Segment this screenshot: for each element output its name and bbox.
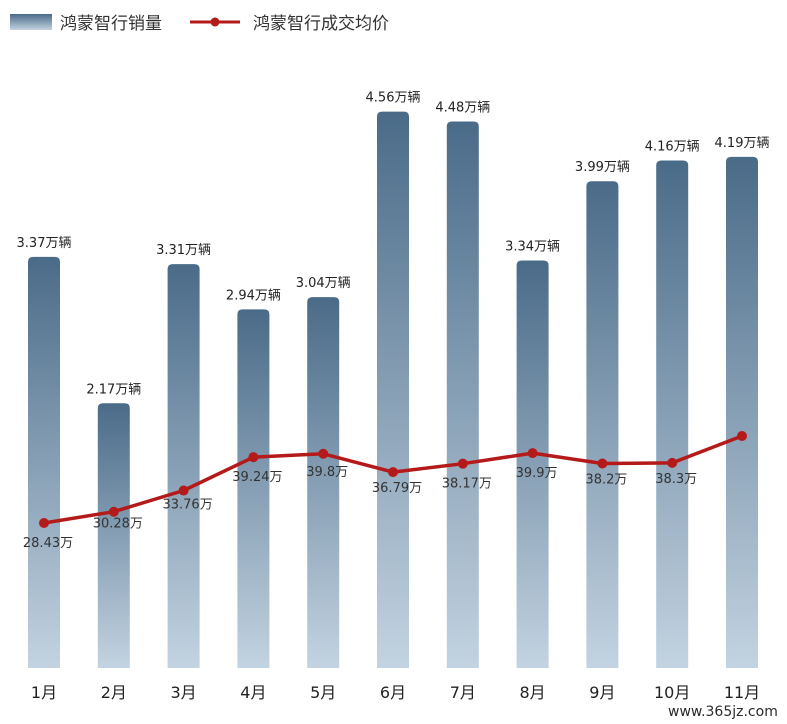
price-point-9	[597, 458, 608, 469]
bar-8	[516, 260, 549, 668]
watermark: www.365jz.com	[668, 704, 778, 720]
bar-11	[726, 156, 758, 668]
bar-4	[237, 309, 270, 668]
bar-value-label-1: 3.37万辆	[17, 236, 72, 251]
legend-line-label: 鸿蒙智行成交均价	[253, 14, 389, 34]
price-label-9: 38.2万	[585, 473, 627, 488]
legend-bar-swatch	[10, 14, 52, 30]
price-point-4	[248, 452, 259, 463]
price-point-10	[667, 457, 678, 468]
x-axis: 1月 2月 3月 4月 5月 6月 7月 8月 9月 10月 11月	[31, 683, 760, 702]
bar-value-label-3: 3.31万辆	[156, 243, 211, 258]
price-label-5: 39.8万	[306, 465, 348, 480]
x-tick-4: 4月	[240, 683, 266, 702]
price-label-8: 39.9万	[516, 466, 558, 481]
price-point-7	[457, 458, 468, 469]
price-point-6	[388, 467, 398, 478]
bar-value-label-11: 4.19万辆	[715, 136, 770, 151]
price-point-5	[318, 448, 329, 459]
labels-layer: 3.37万辆 2.17万辆 3.31万辆 2.94万辆 3.04万辆 4.56万辆 4.48…	[17, 91, 770, 551]
bar-value-label-7: 4.48万辆	[435, 100, 490, 115]
bar-3	[167, 264, 200, 668]
price-label-3: 33.76万	[162, 498, 212, 513]
x-tick-9: 9月	[589, 683, 615, 702]
x-tick-2: 2月	[101, 683, 127, 702]
x-tick-3: 3月	[171, 683, 197, 702]
bar-value-label-6: 4.56万辆	[366, 91, 421, 106]
price-point-8	[527, 448, 538, 459]
bars-layer	[28, 111, 758, 669]
x-tick-1: 1月	[31, 683, 57, 702]
bar-value-label-9: 3.99万辆	[575, 160, 630, 175]
price-point-1	[39, 518, 49, 528]
bar-1	[28, 256, 60, 668]
legend-bar-label: 鸿蒙智行销量	[60, 14, 162, 34]
bar-7	[446, 121, 479, 668]
x-tick-7: 7月	[450, 683, 476, 702]
x-tick-10: 10月	[654, 683, 690, 702]
bar-value-label-8: 3.34万辆	[505, 240, 560, 255]
bar-value-label-10: 4.16万辆	[645, 139, 700, 154]
x-tick-11: 11月	[724, 683, 760, 702]
price-label-6: 36.79万	[372, 481, 422, 496]
price-label-2: 30.28万	[93, 517, 143, 532]
bar-9	[586, 181, 619, 668]
bar-6	[377, 111, 409, 669]
legend-line-marker	[210, 17, 220, 27]
x-tick-6: 6月	[380, 683, 406, 702]
x-tick-8: 8月	[520, 683, 546, 702]
bar-5	[307, 297, 340, 668]
bar-value-label-5: 3.04万辆	[296, 276, 351, 291]
price-label-7: 38.17万	[442, 477, 492, 492]
price-label-1: 28.43万	[23, 536, 73, 551]
x-tick-5: 5月	[310, 683, 336, 702]
price-label-10: 38.3万	[655, 472, 697, 487]
bar-10	[656, 160, 689, 669]
price-label-4: 39.24万	[232, 470, 282, 485]
legend: 鸿蒙智行销量 鸿蒙智行成交均价	[10, 14, 389, 34]
price-point-2	[108, 506, 119, 517]
bar-2	[97, 403, 130, 668]
price-point-11	[737, 431, 747, 441]
bar-value-label-4: 2.94万辆	[226, 288, 281, 303]
price-point-3	[178, 485, 189, 496]
line-layer	[39, 431, 747, 528]
bar-value-label-2: 2.17万辆	[86, 382, 141, 397]
